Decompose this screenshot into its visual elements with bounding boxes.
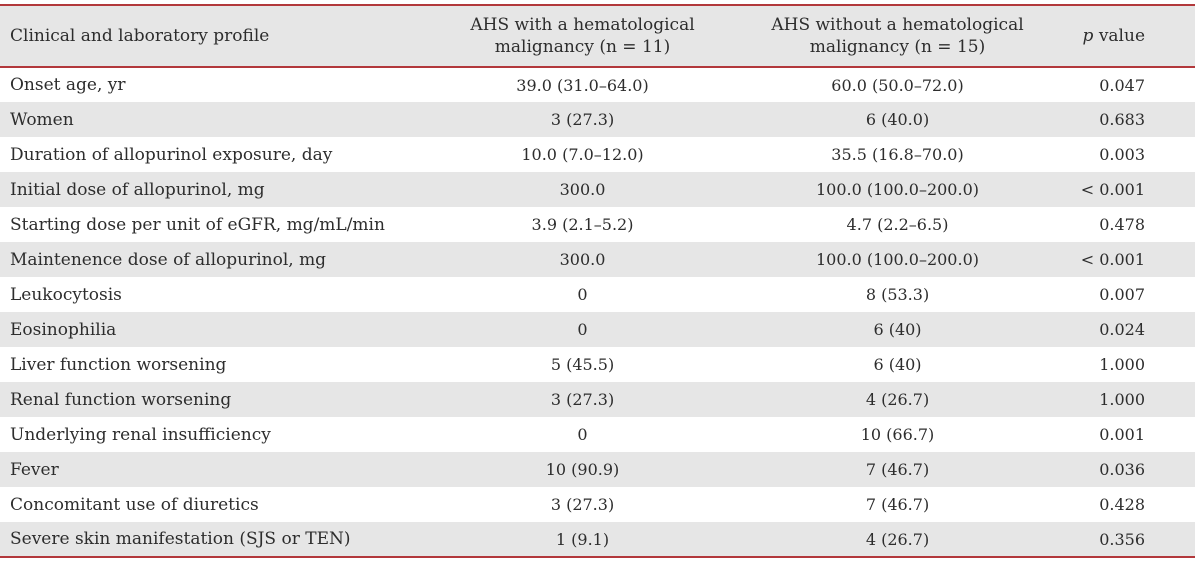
value-without-malignancy: 6 (40.0)	[865, 110, 930, 129]
p-value: 0.478	[1099, 215, 1145, 234]
value-with-malignancy: 5 (45.5)	[550, 355, 615, 374]
value-without-malignancy: 4.7 (2.2–6.5)	[846, 215, 949, 234]
table-row: Onset age, yr 39.0 (31.0–64.0) 60.0 (50.…	[0, 67, 1195, 102]
value-without-malignancy: 6 (40)	[873, 355, 922, 374]
value-without-malignancy: 35.5 (16.8–70.0)	[831, 145, 964, 164]
value-without-malignancy: 100.0 (100.0–200.0)	[816, 180, 979, 199]
table-row: Women 3 (27.3) 6 (40.0) 0.683	[0, 102, 1195, 137]
row-label: Eosinophilia	[10, 319, 117, 340]
row-label: Onset age, yr	[10, 75, 126, 95]
p-value: < 0.001	[1080, 180, 1145, 199]
p-value: 1.000	[1099, 355, 1145, 374]
value-without-malignancy: 100.0 (100.0–200.0)	[816, 250, 979, 269]
row-label: Fever	[10, 459, 59, 480]
column-header-ahs-with-malignancy: AHS with a hematological malignancy (n = …	[450, 5, 715, 67]
value-with-malignancy: 3 (27.3)	[550, 495, 615, 514]
row-label: Renal function worsening	[10, 389, 232, 410]
row-label: Underlying renal insufficiency	[10, 424, 271, 445]
row-label: Leukocytosis	[10, 284, 122, 305]
header-line: AHS with a hematological	[470, 14, 695, 35]
value-with-malignancy: 3.9 (2.1–5.2)	[531, 215, 634, 234]
value-without-malignancy: 7 (46.7)	[865, 460, 930, 479]
p-value: 0.007	[1099, 285, 1145, 304]
row-label: Initial dose of allopurinol, mg	[10, 179, 265, 200]
value-without-malignancy: 4 (26.7)	[865, 529, 930, 549]
p-value: < 0.001	[1080, 250, 1145, 269]
header-line: malignancy (n = 11)	[494, 37, 671, 57]
table-row: Concomitant use of diuretics 3 (27.3) 7 …	[0, 487, 1195, 522]
column-header-ahs-without-malignancy: AHS without a hematological malignancy (n…	[715, 5, 1080, 67]
value-with-malignancy: 300.0	[559, 250, 606, 269]
value-with-malignancy: 3 (27.3)	[550, 390, 615, 409]
value-with-malignancy: 300.0	[559, 180, 606, 199]
row-label: Concomitant use of diuretics	[10, 494, 259, 515]
value-with-malignancy: 0	[577, 425, 588, 444]
table-wrapper: Clinical and laboratory profile AHS with…	[0, 4, 1195, 558]
p-value: 0.036	[1099, 460, 1145, 479]
table-row: Leukocytosis 0 8 (53.3) 0.007	[0, 277, 1195, 312]
header-row: Clinical and laboratory profile AHS with…	[0, 5, 1195, 67]
value-with-malignancy: 10.0 (7.0–12.0)	[521, 145, 644, 164]
table-row: Duration of allopurinol exposure, day 10…	[0, 137, 1195, 172]
value-with-malignancy: 3 (27.3)	[550, 110, 615, 129]
value-with-malignancy: 39.0 (31.0–64.0)	[516, 75, 649, 95]
p-value: 0.047	[1099, 75, 1145, 95]
table-row: Severe skin manifestation (SJS or TEN) 1…	[0, 522, 1195, 557]
table-row: Maintenence dose of allopurinol, mg 300.…	[0, 242, 1195, 277]
value-without-malignancy: 6 (40)	[873, 320, 922, 339]
p-value: 0.356	[1099, 529, 1145, 549]
value-with-malignancy: 10 (90.9)	[545, 460, 620, 479]
table-header: Clinical and laboratory profile AHS with…	[0, 5, 1195, 67]
table-row: Underlying renal insufficiency 0 10 (66.…	[0, 417, 1195, 452]
header-line: malignancy (n = 15)	[809, 37, 986, 57]
clinical-profile-table: Clinical and laboratory profile AHS with…	[0, 4, 1195, 558]
table-row: Liver function worsening 5 (45.5) 6 (40)…	[0, 347, 1195, 382]
table-row: Starting dose per unit of eGFR, mg/mL/mi…	[0, 207, 1195, 242]
row-label: Liver function worsening	[10, 354, 227, 375]
p-value: 0.428	[1099, 495, 1145, 514]
value-without-malignancy: 60.0 (50.0–72.0)	[831, 75, 964, 95]
p-value: 0.024	[1099, 320, 1145, 339]
table-body: Onset age, yr 39.0 (31.0–64.0) 60.0 (50.…	[0, 67, 1195, 557]
value-without-malignancy: 8 (53.3)	[865, 285, 930, 304]
p-value: 0.683	[1099, 110, 1145, 129]
p-value: 1.000	[1099, 390, 1145, 409]
table-row: Initial dose of allopurinol, mg 300.0 10…	[0, 172, 1195, 207]
row-label: Severe skin manifestation (SJS or TEN)	[10, 529, 351, 549]
row-label: Women	[10, 109, 74, 130]
value-without-malignancy: 4 (26.7)	[865, 390, 930, 409]
value-with-malignancy: 0	[577, 285, 588, 304]
column-header-p-value: p value	[1080, 5, 1195, 67]
table-row: Renal function worsening 3 (27.3) 4 (26.…	[0, 382, 1195, 417]
value-without-malignancy: 7 (46.7)	[865, 495, 930, 514]
row-label: Maintenence dose of allopurinol, mg	[10, 249, 327, 270]
table-row: Eosinophilia 0 6 (40) 0.024	[0, 312, 1195, 347]
p-value-word: value	[1098, 25, 1145, 46]
table-row: Fever 10 (90.9) 7 (46.7) 0.036	[0, 452, 1195, 487]
value-with-malignancy: 0	[577, 320, 588, 339]
p-value: 0.001	[1099, 425, 1145, 444]
p-value: 0.003	[1099, 145, 1145, 164]
row-label: Starting dose per unit of eGFR, mg/mL/mi…	[10, 214, 385, 235]
value-without-malignancy: 10 (66.7)	[860, 425, 935, 444]
header-line: AHS without a hematological	[771, 14, 1024, 35]
column-header-profile: Clinical and laboratory profile	[10, 25, 270, 46]
row-label: Duration of allopurinol exposure, day	[10, 144, 333, 165]
value-with-malignancy: 1 (9.1)	[555, 529, 610, 549]
p-symbol: p	[1082, 25, 1094, 46]
